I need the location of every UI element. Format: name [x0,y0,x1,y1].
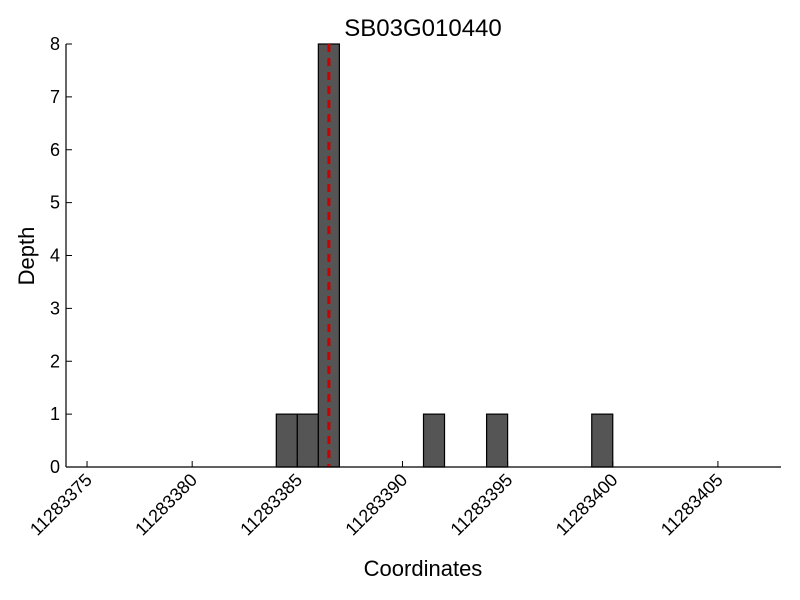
bar-5 [591,413,614,468]
y-tick-label-4: 4 [50,246,60,266]
y-tick-label-3: 3 [50,298,60,318]
x-tick-label-3: 11283390 [341,470,411,540]
x-tick-label-2: 11283385 [236,470,306,540]
axes-group [65,44,781,468]
y-tick-label-6: 6 [50,140,60,160]
bar-1 [296,413,319,468]
bars-group [275,43,614,468]
bar-0 [275,413,298,468]
x-tick-label-4: 11283395 [447,470,517,540]
bar-3 [422,413,446,468]
x-tick-label-5: 11283400 [552,470,622,540]
y-tick-label-8: 8 [50,34,60,54]
x-tick-label-1: 11283380 [131,470,201,540]
y-tick-label-7: 7 [50,87,60,107]
y-tick-label-0: 0 [50,457,60,477]
chart-title: SB03G010440 [344,15,501,42]
y-tick-label-1: 1 [50,404,60,424]
x-axis-label: Coordinates [364,556,483,581]
y-axis-ticks: 0 1 2 3 4 5 6 7 8 [50,34,72,477]
y-tick-label-5: 5 [50,193,60,213]
x-axis-ticks: 11283375 11283380 11283385 11283390 11283395… [26,461,727,540]
x-tick-label-0: 11283375 [26,470,96,540]
x-tick-label-6: 11283405 [657,470,727,540]
y-axis-label: Depth [14,227,39,286]
y-tick-label-2: 2 [50,351,60,371]
bar-4 [485,413,509,468]
